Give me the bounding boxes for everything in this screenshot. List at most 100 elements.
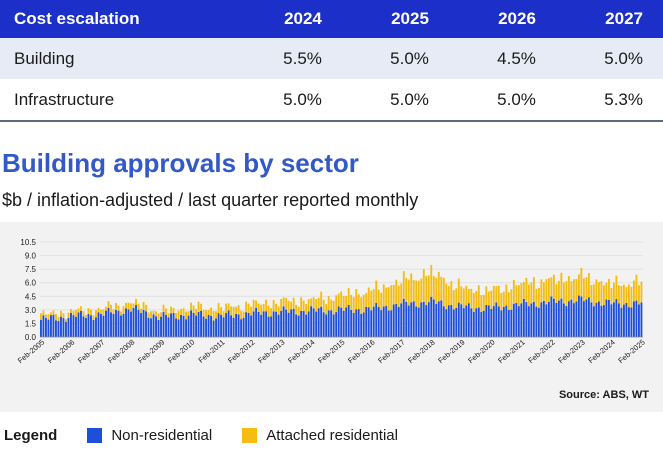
- bar-non-residential: [515, 302, 518, 337]
- bar-non-residential: [535, 306, 538, 337]
- bar-attached-residential: [300, 297, 303, 311]
- x-tick-label: Feb-2020: [466, 338, 496, 366]
- bar-attached-residential: [225, 303, 228, 314]
- bar-attached-residential: [185, 311, 187, 320]
- bar-non-residential: [312, 308, 315, 337]
- bar-attached-residential: [507, 292, 510, 310]
- bar-non-residential: [627, 307, 630, 337]
- bar-non-residential: [130, 311, 132, 337]
- bar-non-residential: [337, 306, 340, 337]
- bar-attached-residential: [640, 281, 643, 303]
- bar-non-residential: [367, 307, 370, 337]
- bar-attached-residential: [170, 306, 172, 314]
- bar-attached-residential: [310, 298, 313, 307]
- bar-non-residential: [217, 313, 220, 337]
- bar-non-residential: [55, 320, 57, 337]
- bar-non-residential: [52, 314, 55, 337]
- bar-non-residential: [357, 309, 360, 337]
- bar-attached-residential: [447, 286, 450, 306]
- bar-attached-residential: [427, 275, 430, 303]
- bar-attached-residential: [252, 299, 255, 312]
- bar-non-residential: [205, 318, 208, 337]
- table-row: Building 5.5% 5.0% 4.5% 5.0%: [0, 38, 663, 79]
- bar-non-residential: [580, 296, 583, 337]
- bar-attached-residential: [47, 314, 50, 320]
- bar-attached-residential: [280, 298, 283, 311]
- legend: Legend Non-residential Attached resident…: [0, 420, 663, 451]
- bar-non-residential: [360, 313, 363, 337]
- bar-attached-residential: [500, 292, 503, 311]
- bar-non-residential: [422, 301, 425, 337]
- bar-non-residential: [82, 316, 85, 337]
- bar-attached-residential: [240, 310, 243, 320]
- bar-non-residential: [537, 307, 540, 337]
- bar-attached-residential: [52, 310, 55, 315]
- bar-non-residential: [590, 302, 593, 337]
- bar-attached-residential: [135, 298, 137, 306]
- bar-attached-residential: [140, 308, 142, 313]
- bar-attached-residential: [90, 309, 92, 316]
- bar-non-residential: [175, 318, 177, 337]
- header-year: 2025: [341, 0, 449, 38]
- bar-non-residential: [510, 309, 513, 337]
- bar-non-residential: [557, 300, 560, 337]
- bar-non-residential: [480, 311, 483, 337]
- x-tick-label: Feb-2016: [346, 338, 376, 366]
- bar-non-residential: [322, 312, 325, 337]
- bar-attached-residential: [132, 303, 135, 308]
- bar-non-residential: [207, 315, 210, 337]
- bar-non-residential: [210, 315, 213, 337]
- bar-non-residential: [427, 302, 430, 337]
- bar-non-residential: [272, 311, 275, 337]
- bar-non-residential: [137, 309, 140, 337]
- bar-attached-residential: [360, 297, 363, 314]
- bar-attached-residential: [587, 273, 590, 298]
- bar-non-residential: [247, 312, 250, 337]
- bar-attached-residential: [147, 312, 150, 318]
- bar-non-residential: [115, 309, 117, 337]
- bar-attached-residential: [332, 300, 335, 315]
- bar-attached-residential: [600, 281, 603, 306]
- bar-attached-residential: [110, 304, 112, 313]
- bar-attached-residential: [480, 295, 483, 312]
- bar-attached-residential: [585, 277, 588, 300]
- bar-attached-residential: [250, 306, 253, 316]
- bar-attached-residential: [67, 312, 70, 318]
- bar-non-residential: [90, 315, 92, 337]
- bar-attached-residential: [445, 283, 448, 310]
- bar-attached-residential: [540, 279, 543, 303]
- bar-non-residential: [257, 311, 260, 337]
- bar-non-residential: [330, 310, 333, 337]
- bar-non-residential: [377, 306, 380, 337]
- bar-non-residential: [502, 306, 505, 337]
- bar-attached-residential: [107, 301, 110, 308]
- bar-attached-residential: [557, 280, 560, 301]
- bar-non-residential: [395, 303, 398, 337]
- bar-attached-residential: [315, 299, 318, 312]
- bar-non-residential: [605, 299, 608, 337]
- bar-non-residential: [485, 305, 488, 337]
- bar-non-residential: [105, 310, 107, 337]
- bar-non-residential: [355, 309, 358, 337]
- bar-non-residential: [292, 308, 295, 337]
- bar-non-residential: [520, 303, 523, 337]
- bar-non-residential: [370, 310, 373, 337]
- bar-non-residential: [492, 306, 495, 337]
- bar-non-residential: [262, 311, 265, 337]
- bar-non-residential: [345, 307, 348, 337]
- bar-non-residential: [472, 311, 475, 337]
- bar-attached-residential: [122, 306, 125, 314]
- bar-non-residential: [77, 312, 80, 337]
- bar-attached-residential: [542, 282, 545, 301]
- bar-non-residential: [100, 313, 102, 337]
- bar-attached-residential: [287, 300, 290, 313]
- bar-attached-residential: [510, 289, 513, 310]
- bar-non-residential: [412, 301, 415, 337]
- bar-non-residential: [140, 312, 142, 337]
- bar-non-residential: [192, 312, 195, 337]
- bar-attached-residential: [302, 300, 305, 312]
- bar-attached-residential: [385, 287, 388, 306]
- bar-non-residential: [362, 312, 365, 337]
- bar-attached-residential: [380, 292, 383, 311]
- bar-non-residential: [460, 304, 463, 337]
